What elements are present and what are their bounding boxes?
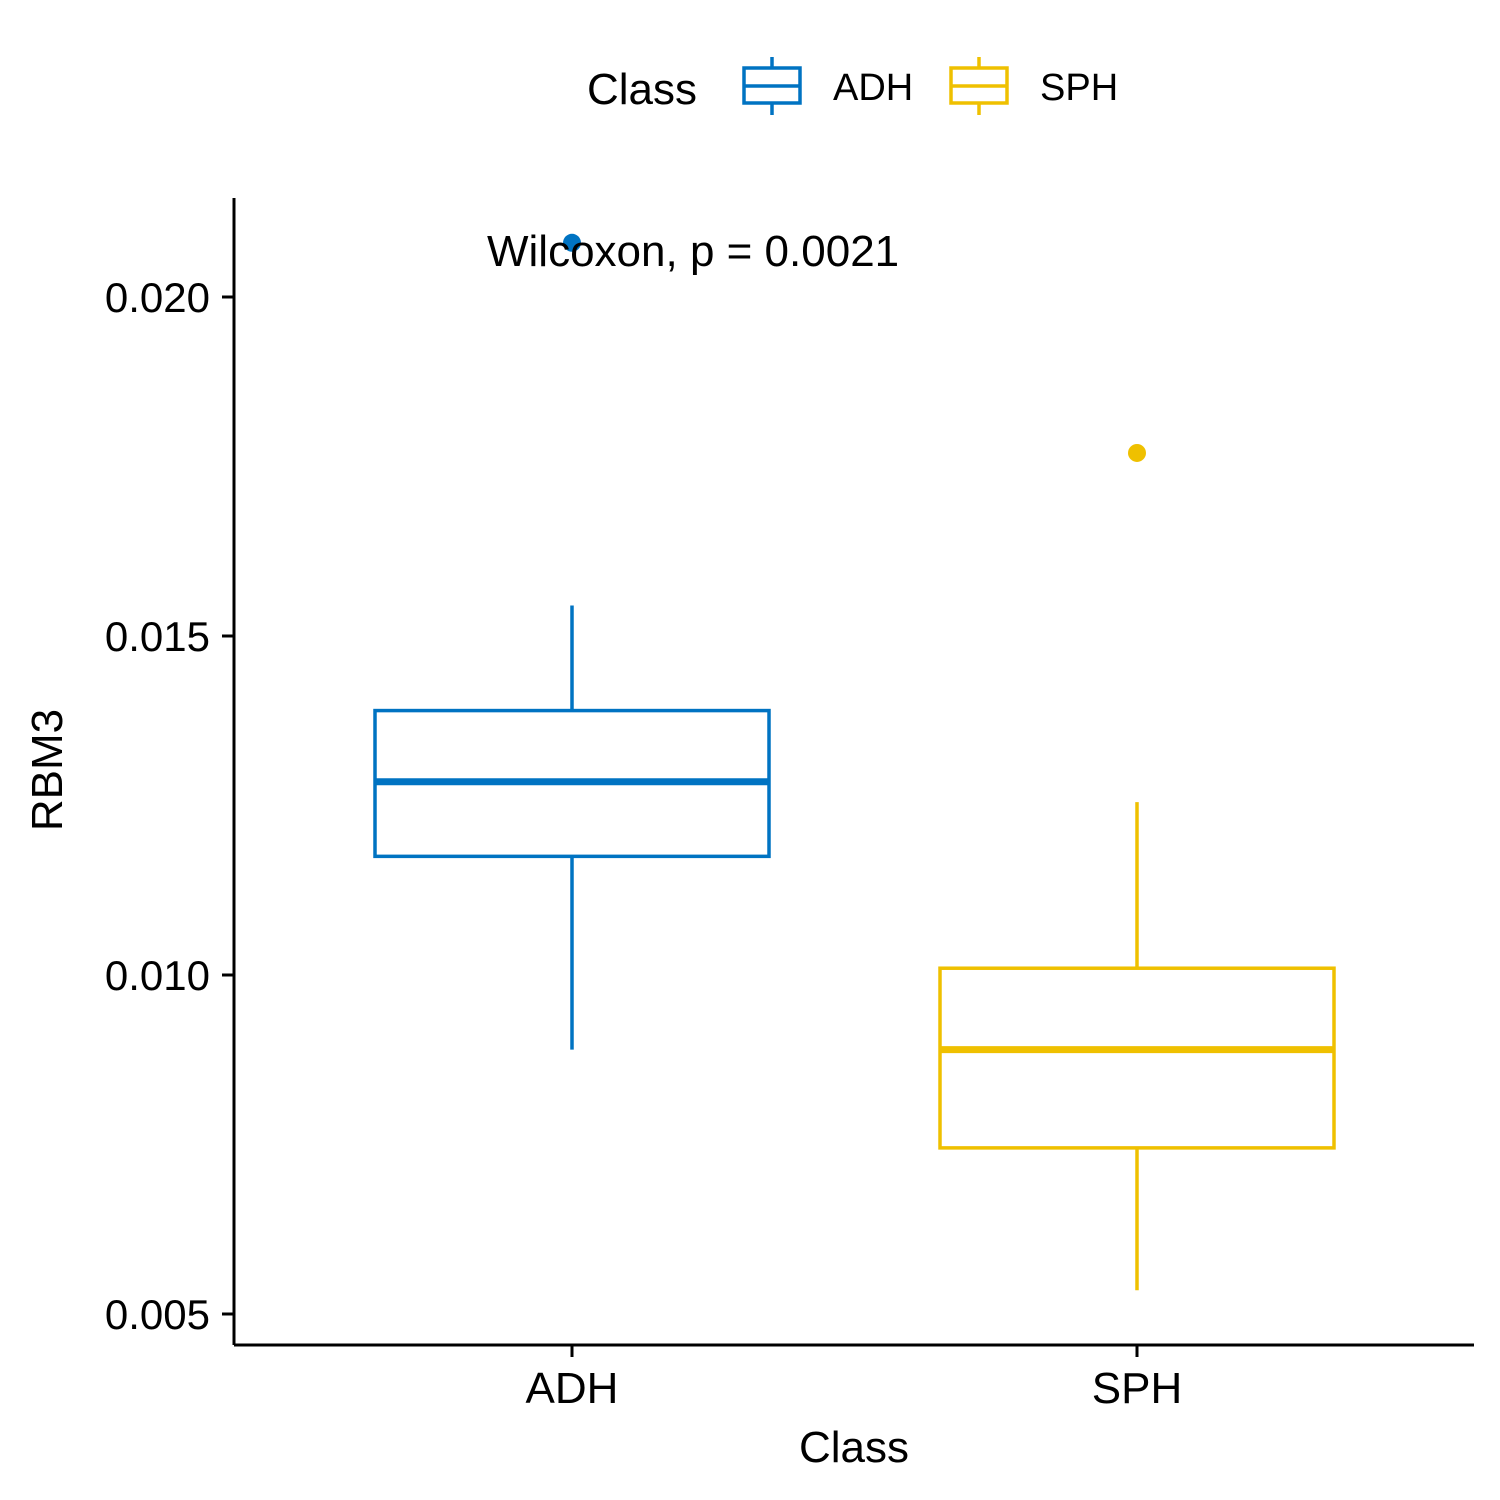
y-tick-label: 0.010 [105,952,210,999]
x-axis-title: Class [799,1423,909,1472]
legend-title: Class [587,65,697,114]
y-axis-ticks: 0.005 0.010 0.015 0.020 [105,274,234,1338]
legend-key-sph [949,57,1009,115]
legend: Class ADH SPH [587,57,1118,115]
y-tick-label: 0.020 [105,274,210,321]
y-axis-title: RBM3 [23,709,72,831]
wilcoxon-annotation: Wilcoxon, p = 0.0021 [487,227,899,276]
outlier-point [563,233,581,252]
box-adh [373,233,771,1050]
box-series [373,233,1336,1291]
legend-key-adh [742,57,802,115]
x-axis-ticks: ADH SPH [526,1345,1182,1413]
y-tick-label: 0.015 [105,613,210,660]
x-tick-label: ADH [526,1364,619,1413]
legend-label-adh: ADH [833,67,913,109]
outlier-point [1128,443,1146,462]
box-body [938,966,1336,1150]
x-tick-label: SPH [1092,1364,1182,1413]
y-tick-label: 0.005 [105,1291,210,1338]
box-sph [938,443,1336,1291]
legend-label-sph: SPH [1040,67,1118,109]
